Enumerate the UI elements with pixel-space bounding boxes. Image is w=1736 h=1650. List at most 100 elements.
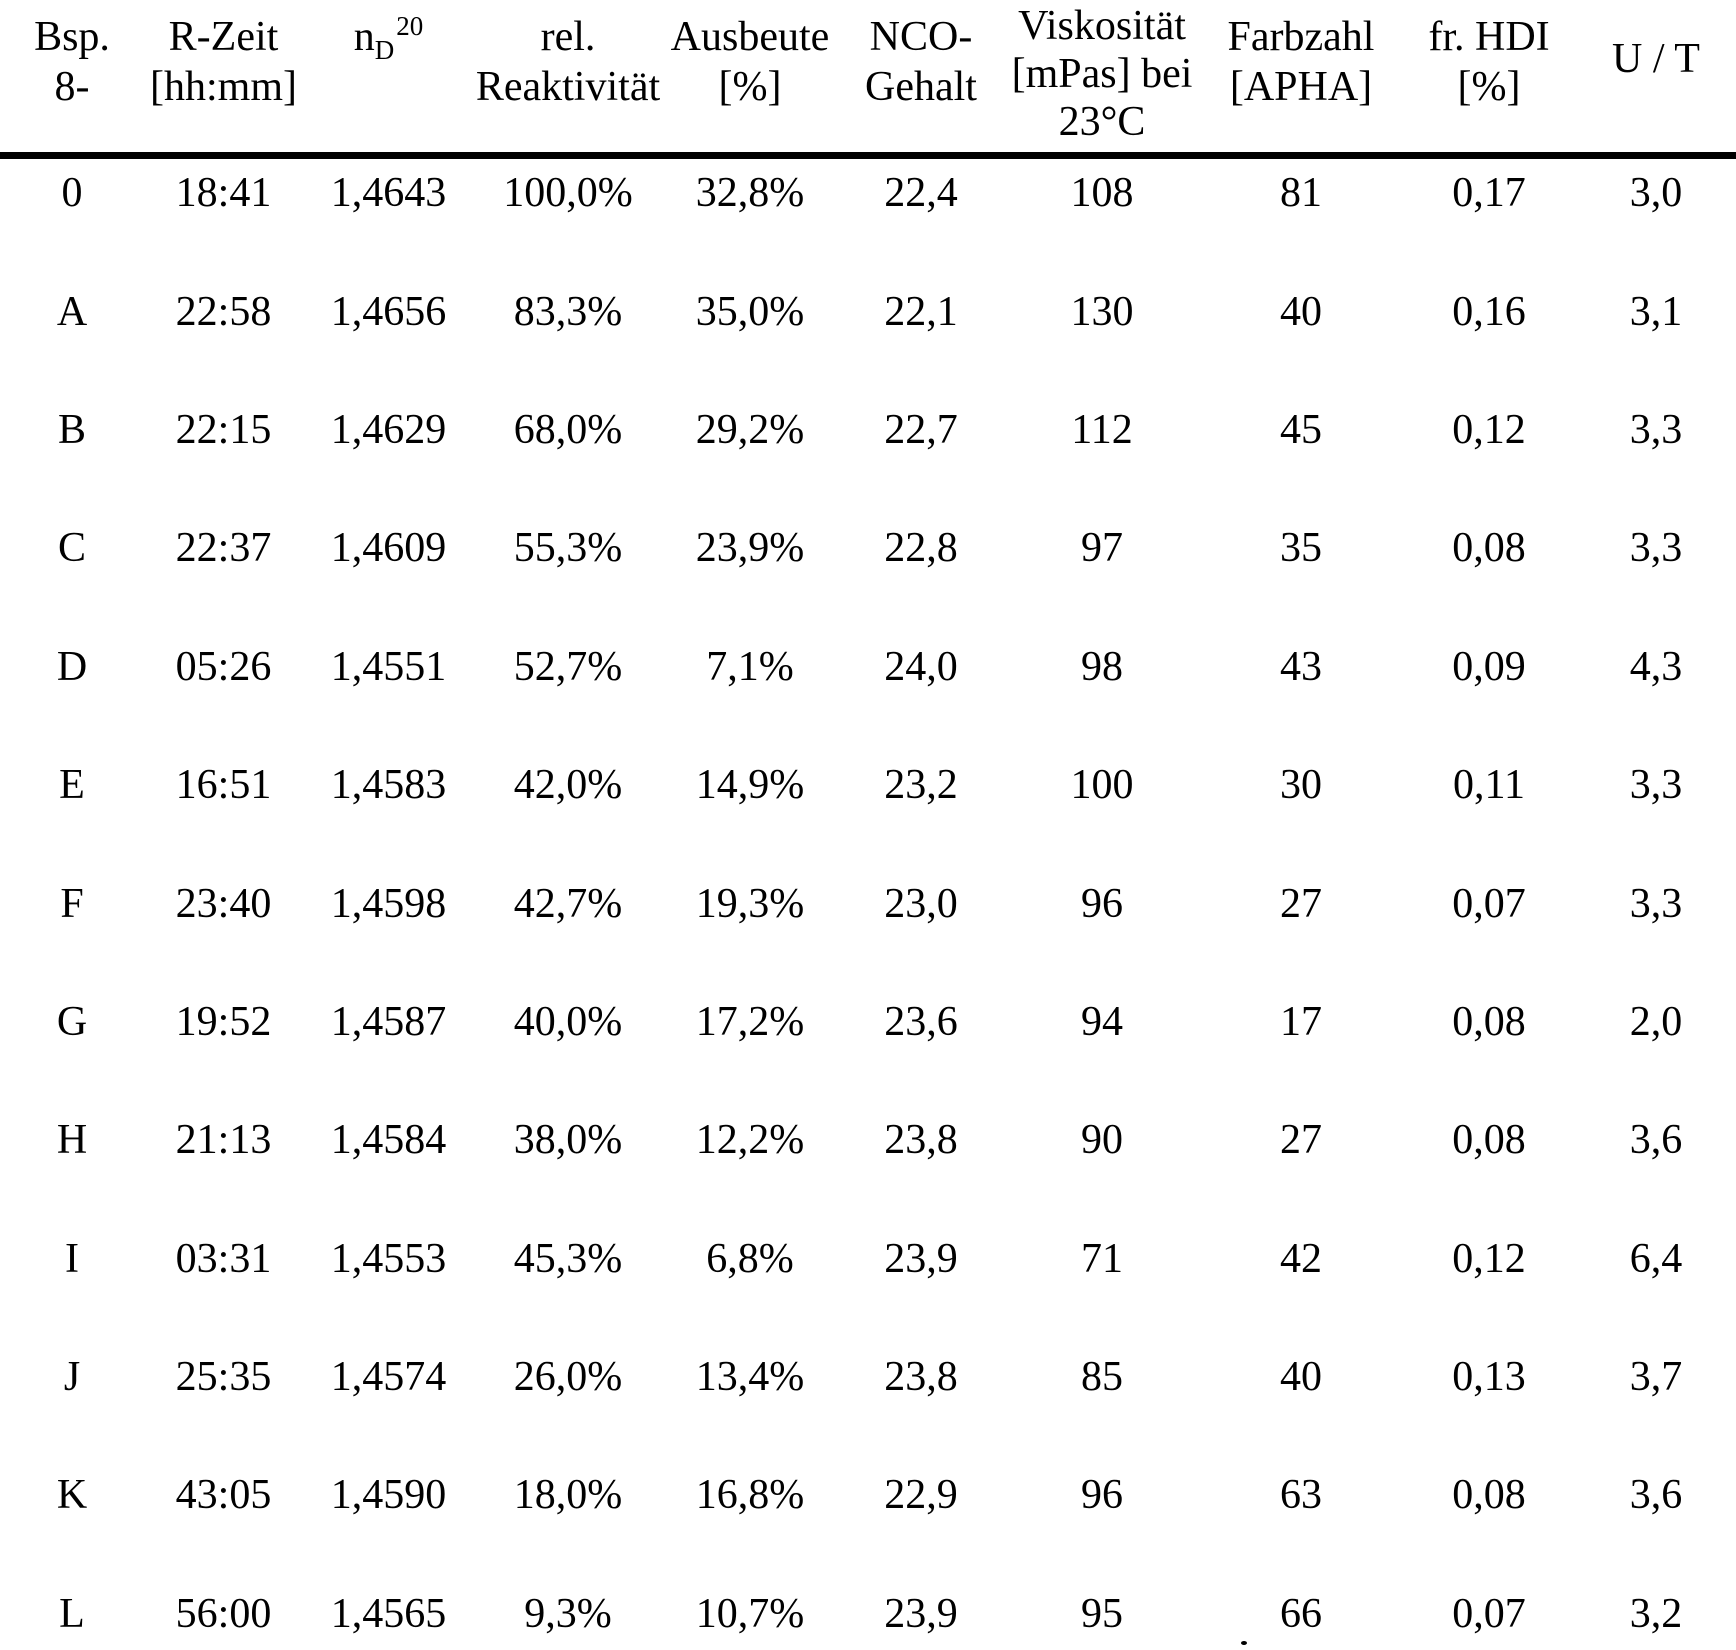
header-farbzahl: Farbzahl [APHA] bbox=[1200, 0, 1402, 146]
cell-ut: 4,3 bbox=[1629, 643, 1683, 690]
cell-rel-reaktivitaet: 83,3% bbox=[513, 288, 623, 335]
cell-nd20: 1,4551 bbox=[330, 643, 447, 690]
header-farbzahl-line2: [APHA] bbox=[1229, 64, 1373, 110]
table-row: G 19:52 1,4587 40,0% 17,2% 23,6 94 17 0,… bbox=[0, 963, 1736, 1081]
cell-nco-gehalt: 23,0 bbox=[884, 880, 958, 927]
cell-rel-reaktivitaet: 40,0% bbox=[513, 998, 623, 1045]
cell-nd20: 1,4629 bbox=[330, 406, 447, 453]
cell-farbzahl: 30 bbox=[1280, 762, 1322, 809]
cell-bsp: H bbox=[56, 1117, 88, 1164]
cell-bsp: D bbox=[56, 643, 88, 690]
cell-bsp: I bbox=[65, 1235, 79, 1282]
cell-ausbeute: 16,8% bbox=[695, 1472, 805, 1519]
cell-bsp: L bbox=[59, 1590, 85, 1637]
scan-speck bbox=[1241, 1641, 1247, 1645]
cell-ut: 3,6 bbox=[1629, 1117, 1683, 1164]
cell-rel-reaktivitaet: 55,3% bbox=[513, 525, 623, 572]
cell-ut: 3,0 bbox=[1629, 170, 1683, 217]
cell-viskositaet: 130 bbox=[1070, 288, 1134, 335]
cell-rzeit: 22:37 bbox=[175, 525, 272, 572]
cell-viskositaet: 98 bbox=[1081, 643, 1123, 690]
cell-ut: 3,3 bbox=[1629, 880, 1683, 927]
header-viskositaet-line2: [mPas] bei bbox=[1011, 51, 1193, 97]
cell-fr-hdi: 0,12 bbox=[1452, 1235, 1526, 1282]
cell-viskositaet: 95 bbox=[1081, 1590, 1123, 1637]
header-bsp-line2: 8- bbox=[54, 64, 90, 110]
cell-farbzahl: 63 bbox=[1280, 1472, 1322, 1519]
cell-farbzahl: 40 bbox=[1280, 288, 1322, 335]
header-ausbeute-line1: Ausbeute bbox=[670, 14, 830, 60]
cell-viskositaet: 90 bbox=[1081, 1117, 1123, 1164]
cell-rel-reaktivitaet: 26,0% bbox=[513, 1354, 623, 1401]
cell-ut: 6,4 bbox=[1629, 1235, 1683, 1282]
cell-viskositaet: 94 bbox=[1081, 998, 1123, 1045]
cell-nco-gehalt: 23,8 bbox=[884, 1117, 958, 1164]
cell-ausbeute: 19,3% bbox=[695, 880, 805, 927]
cell-bsp: G bbox=[56, 998, 88, 1045]
table-row: A 22:58 1,4656 83,3% 35,0% 22,1 130 40 0… bbox=[0, 252, 1736, 370]
cell-fr-hdi: 0,07 bbox=[1452, 880, 1526, 927]
header-nco-gehalt: NCO- Gehalt bbox=[838, 0, 1004, 146]
cell-bsp: K bbox=[56, 1472, 88, 1519]
header-viskositaet-line3: 23°C bbox=[1058, 99, 1146, 145]
header-ausbeute-line2: [%] bbox=[718, 64, 782, 110]
cell-ausbeute: 17,2% bbox=[695, 998, 805, 1045]
table-row: 0 18:41 1,4643 100,0% 32,8% 22,4 108 81 … bbox=[0, 134, 1736, 252]
cell-nco-gehalt: 22,1 bbox=[884, 288, 958, 335]
table-row: C 22:37 1,4609 55,3% 23,9% 22,8 97 35 0,… bbox=[0, 489, 1736, 607]
header-nd20-base: n bbox=[353, 14, 375, 60]
cell-rel-reaktivitaet: 45,3% bbox=[513, 1235, 623, 1282]
header-rel-line1: rel. bbox=[540, 14, 596, 60]
table-row: I 03:31 1,4553 45,3% 6,8% 23,9 71 42 0,1… bbox=[0, 1200, 1736, 1318]
cell-nd20: 1,4574 bbox=[330, 1354, 447, 1401]
cell-ut: 3,1 bbox=[1629, 288, 1683, 335]
header-nco-line2: Gehalt bbox=[865, 64, 977, 110]
table-row: B 22:15 1,4629 68,0% 29,2% 22,7 112 45 0… bbox=[0, 371, 1736, 489]
cell-rel-reaktivitaet: 52,7% bbox=[513, 643, 623, 690]
cell-bsp: C bbox=[57, 525, 86, 572]
cell-farbzahl: 81 bbox=[1280, 170, 1322, 217]
cell-ut: 3,7 bbox=[1629, 1354, 1683, 1401]
cell-nco-gehalt: 23,2 bbox=[884, 762, 958, 809]
cell-fr-hdi: 0,17 bbox=[1452, 170, 1526, 217]
header-nco-line1: NCO- bbox=[869, 14, 973, 60]
cell-viskositaet: 85 bbox=[1081, 1354, 1123, 1401]
table-row: K 43:05 1,4590 18,0% 16,8% 22,9 96 63 0,… bbox=[0, 1436, 1736, 1554]
cell-fr-hdi: 0,16 bbox=[1452, 288, 1526, 335]
cell-rel-reaktivitaet: 18,0% bbox=[513, 1472, 623, 1519]
cell-ausbeute: 14,9% bbox=[695, 762, 805, 809]
cell-ausbeute: 35,0% bbox=[695, 288, 805, 335]
cell-bsp: A bbox=[56, 288, 88, 335]
cell-rzeit: 03:31 bbox=[175, 1235, 272, 1282]
header-ut-line1: U / T bbox=[1612, 36, 1700, 82]
header-farbzahl-line1: Farbzahl bbox=[1227, 14, 1375, 60]
header-rel-reaktivitaet: rel. Reaktivität bbox=[474, 0, 662, 146]
cell-fr-hdi: 0,12 bbox=[1452, 406, 1526, 453]
cell-fr-hdi: 0,09 bbox=[1452, 643, 1526, 690]
cell-fr-hdi: 0,08 bbox=[1452, 1117, 1526, 1164]
cell-farbzahl: 66 bbox=[1280, 1590, 1322, 1637]
header-rzeit-line1: R-Zeit bbox=[168, 14, 279, 60]
cell-nd20: 1,4587 bbox=[330, 998, 447, 1045]
cell-bsp: J bbox=[63, 1354, 81, 1401]
table-row: D 05:26 1,4551 52,7% 7,1% 24,0 98 43 0,0… bbox=[0, 608, 1736, 726]
cell-nd20: 1,4565 bbox=[330, 1590, 447, 1637]
cell-nd20: 1,4584 bbox=[330, 1117, 447, 1164]
cell-nd20: 1,4553 bbox=[330, 1235, 447, 1282]
cell-nco-gehalt: 22,8 bbox=[884, 525, 958, 572]
cell-rzeit: 21:13 bbox=[175, 1117, 272, 1164]
cell-farbzahl: 43 bbox=[1280, 643, 1322, 690]
header-ut: U / T bbox=[1576, 0, 1736, 146]
cell-ausbeute: 32,8% bbox=[695, 170, 805, 217]
table-body: 0 18:41 1,4643 100,0% 32,8% 22,4 108 81 … bbox=[0, 134, 1736, 1650]
cell-nd20: 1,4643 bbox=[330, 170, 447, 217]
table-row: L 56:00 1,4565 9,3% 10,7% 23,9 95 66 0,0… bbox=[0, 1555, 1736, 1650]
cell-ut: 3,3 bbox=[1629, 525, 1683, 572]
cell-viskositaet: 97 bbox=[1081, 525, 1123, 572]
header-rzeit-line2: [hh:mm] bbox=[150, 64, 297, 110]
cell-rzeit: 56:00 bbox=[175, 1590, 272, 1637]
cell-rzeit: 22:58 bbox=[175, 288, 272, 335]
cell-farbzahl: 35 bbox=[1280, 525, 1322, 572]
cell-rel-reaktivitaet: 9,3% bbox=[524, 1590, 612, 1637]
cell-viskositaet: 100 bbox=[1070, 762, 1134, 809]
